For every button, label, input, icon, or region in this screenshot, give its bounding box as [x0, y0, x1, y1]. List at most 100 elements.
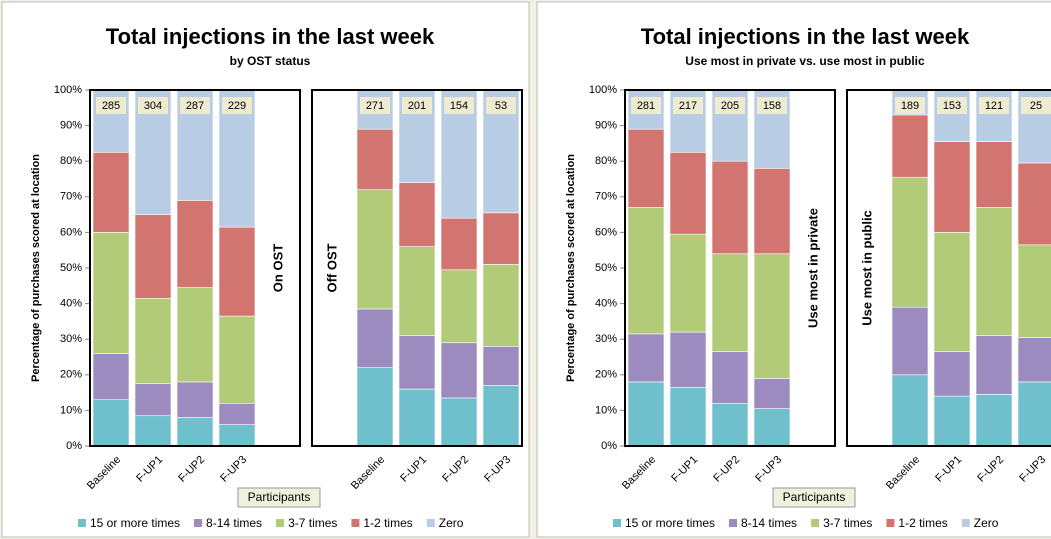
legend-label: 15 or more times: [625, 516, 715, 530]
bar-segment: [356, 189, 394, 310]
bar-segment: [176, 381, 214, 418]
y-tick-label: 30%: [60, 333, 82, 345]
bar-segment: [482, 385, 520, 447]
bar-segment: [753, 253, 791, 379]
bar-segment: [627, 128, 665, 208]
group-label: Off OST: [324, 243, 339, 292]
total-label: 287: [186, 100, 204, 112]
bar-segment: [975, 335, 1013, 395]
bar-segment: [440, 217, 478, 271]
y-tick-label: 10%: [60, 404, 82, 416]
y-axis-label: Percentage of purchases scored at locati…: [565, 154, 577, 382]
legend-swatch: [426, 519, 435, 527]
total-label: 229: [228, 100, 246, 112]
bar-segment: [933, 351, 971, 397]
bar-segment: [711, 160, 749, 255]
y-tick-label: 0%: [66, 440, 82, 452]
bar-segment: [711, 253, 749, 352]
y-tick-label: 80%: [60, 155, 82, 167]
x-label-box: [772, 487, 856, 508]
bar-segment: [134, 297, 172, 385]
legend-label: 1-2 times: [898, 516, 947, 530]
bar-segment: [398, 182, 436, 247]
bar-segment: [753, 378, 791, 409]
bar-segment: [669, 233, 707, 333]
bar-segment: [627, 381, 665, 447]
y-tick-label: 20%: [595, 369, 617, 381]
bar-segment: [1017, 337, 1051, 383]
bar-segment: [218, 402, 256, 425]
bar-segment: [218, 226, 256, 317]
group-label: Use most in public: [859, 210, 874, 326]
y-tick-label: 30%: [595, 333, 617, 345]
bar-segment: [134, 383, 172, 417]
bar-segment: [627, 333, 665, 383]
bar-segment: [669, 386, 707, 447]
y-axis-label: Percentage of purchases scored at locati…: [30, 154, 42, 382]
legend-swatch: [351, 519, 360, 527]
legend-label: 8-14 times: [206, 516, 262, 530]
legend-swatch: [811, 519, 820, 527]
chart-subtitle: Use most in private vs. use most in publ…: [685, 54, 925, 68]
bar-segment: [356, 367, 394, 447]
bar-segment: [627, 207, 665, 335]
x-axis-label: Participants: [783, 490, 846, 504]
total-label: 304: [144, 100, 162, 112]
total-label: 217: [679, 100, 697, 112]
bar-segment: [933, 395, 971, 447]
bar-segment: [711, 351, 749, 404]
bar-segment: [398, 246, 436, 336]
bar-segment: [669, 331, 707, 388]
y-tick-label: 70%: [60, 191, 82, 203]
bar-segment: [218, 424, 256, 447]
bar-segment: [440, 269, 478, 344]
bar-segment: [1017, 244, 1051, 338]
total-label: 281: [637, 100, 655, 112]
total-box: [402, 97, 432, 114]
y-tick-label: 50%: [595, 262, 617, 274]
total-label: 205: [721, 100, 739, 112]
bar-segment: [891, 176, 929, 308]
total-box: [895, 97, 925, 114]
y-tick-label: 60%: [595, 226, 617, 238]
legend-swatch: [613, 519, 621, 527]
bar-segment: [134, 415, 172, 447]
bar-segment: [891, 306, 929, 376]
bar-segment: [176, 287, 214, 383]
group-box: [89, 89, 301, 447]
bar-segment: [440, 397, 478, 447]
bar-segment: [398, 388, 436, 447]
bar-segment: [356, 308, 394, 368]
y-tick-label: 20%: [60, 369, 82, 381]
chart-subtitle: by OST status: [230, 54, 311, 68]
bar-segment: [92, 353, 130, 401]
total-box: [631, 97, 661, 114]
bar-segment: [440, 342, 478, 399]
total-box: [673, 97, 703, 114]
total-label: 189: [901, 100, 919, 112]
chart-title: Total injections in the last week: [106, 24, 435, 49]
bar-segment: [92, 399, 130, 447]
y-tick-label: 50%: [60, 262, 82, 274]
y-tick-label: 10%: [595, 404, 617, 416]
bar-segment: [1017, 162, 1051, 246]
legend-swatch: [78, 519, 86, 527]
total-box: [444, 97, 474, 114]
total-label: 154: [450, 100, 468, 112]
y-tick-label: 70%: [595, 191, 617, 203]
total-box: [757, 97, 787, 114]
legend-label: 3-7 times: [288, 516, 337, 530]
y-tick-label: 80%: [595, 155, 617, 167]
legend-label: 3-7 times: [823, 516, 872, 530]
legend-label: 15 or more times: [90, 516, 180, 530]
y-tick-label: 100%: [589, 84, 617, 96]
total-box: [180, 97, 210, 114]
group-label: On OST: [270, 244, 285, 292]
bar-segment: [92, 152, 130, 233]
total-label: 153: [943, 100, 961, 112]
total-box: [222, 97, 252, 114]
group-label: Use most in private: [805, 208, 820, 328]
bar-segment: [975, 207, 1013, 336]
group-box: [311, 89, 523, 447]
